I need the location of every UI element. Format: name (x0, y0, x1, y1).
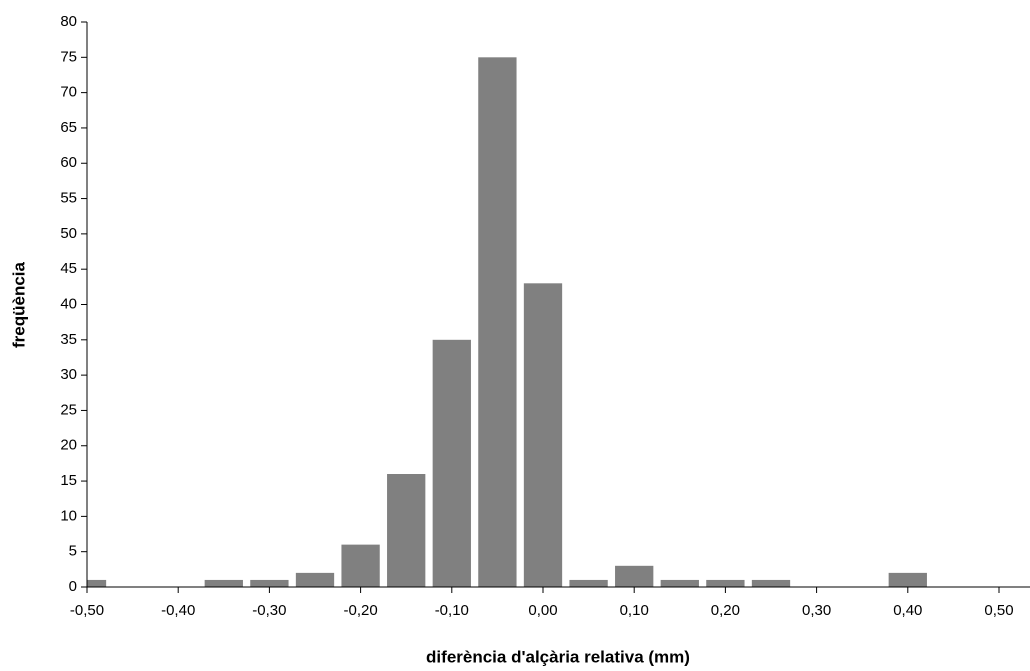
x-tick-label: -0,50 (70, 602, 104, 619)
y-tick-label: 0 (69, 578, 77, 595)
x-tick-label: 0,30 (802, 602, 831, 619)
x-tick-label: -0,40 (161, 602, 195, 619)
y-tick-label: 10 (60, 507, 77, 524)
y-tick-label: 20 (60, 437, 77, 454)
y-tick-label: 30 (60, 366, 77, 383)
y-tick-label: 5 (69, 543, 77, 560)
y-tick-label: 40 (60, 295, 77, 312)
bar (295, 572, 335, 587)
bar (660, 579, 699, 587)
y-tick-label: 55 (60, 190, 77, 207)
x-tick-label: 0,20 (711, 602, 740, 619)
x-tick-label: -0,30 (252, 602, 286, 619)
y-tick-label: 45 (60, 260, 77, 277)
bar (250, 579, 289, 587)
y-tick-label: 50 (60, 225, 77, 242)
bar (615, 565, 654, 587)
y-tick-label: 70 (60, 84, 77, 101)
bar (432, 339, 471, 587)
x-tick-label: 0,00 (528, 602, 557, 619)
x-tick-label: 0,50 (984, 602, 1013, 619)
bar (888, 572, 927, 587)
bar (387, 474, 426, 587)
y-tick-label: 60 (60, 154, 77, 171)
x-tick-label: 0,40 (893, 602, 922, 619)
y-tick-label: 15 (60, 472, 77, 489)
y-tick-label: 75 (60, 48, 77, 65)
bar (569, 579, 608, 587)
bar (478, 57, 517, 587)
x-tick-label: 0,10 (620, 602, 649, 619)
y-tick-label: 65 (60, 119, 77, 136)
y-axis-label: freqüència (9, 261, 28, 348)
y-tick-label: 35 (60, 331, 77, 348)
x-axis-label: diferència d'alçària relativa (mm) (426, 647, 690, 666)
bar (523, 283, 563, 587)
bar (751, 579, 791, 587)
x-tick-label: -0,20 (343, 602, 377, 619)
bar (87, 579, 107, 587)
bar (341, 544, 380, 587)
bar (204, 579, 243, 587)
y-tick-label: 25 (60, 401, 77, 418)
bar (706, 579, 745, 587)
x-tick-label: -0,10 (435, 602, 469, 619)
y-tick-label: 80 (60, 13, 77, 30)
